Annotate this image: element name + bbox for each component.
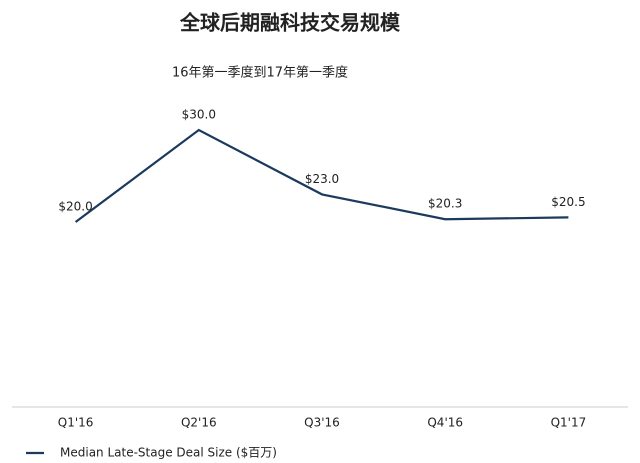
x-tick-label: Q1'17 xyxy=(551,416,587,430)
data-label: $20.0 xyxy=(58,200,92,214)
line xyxy=(74,128,569,223)
legend-label: Median Late-Stage Deal Size ($百万) xyxy=(60,446,277,460)
x-tick-label: Q4'16 xyxy=(427,416,463,430)
data-label: $20.5 xyxy=(551,195,585,209)
x-tick-label: Q1'16 xyxy=(58,416,94,430)
x-tick-label: Q3'16 xyxy=(304,416,340,430)
chart-title: 全球后期融科技交易规模 xyxy=(179,11,401,35)
data-label: $30.0 xyxy=(182,108,216,122)
x-tick-label: Q2'16 xyxy=(181,416,217,430)
chart-subtitle: 16年第一季度到17年第一季度 xyxy=(172,65,348,81)
data-label: $20.3 xyxy=(428,197,462,211)
data-label: $23.0 xyxy=(305,172,339,186)
